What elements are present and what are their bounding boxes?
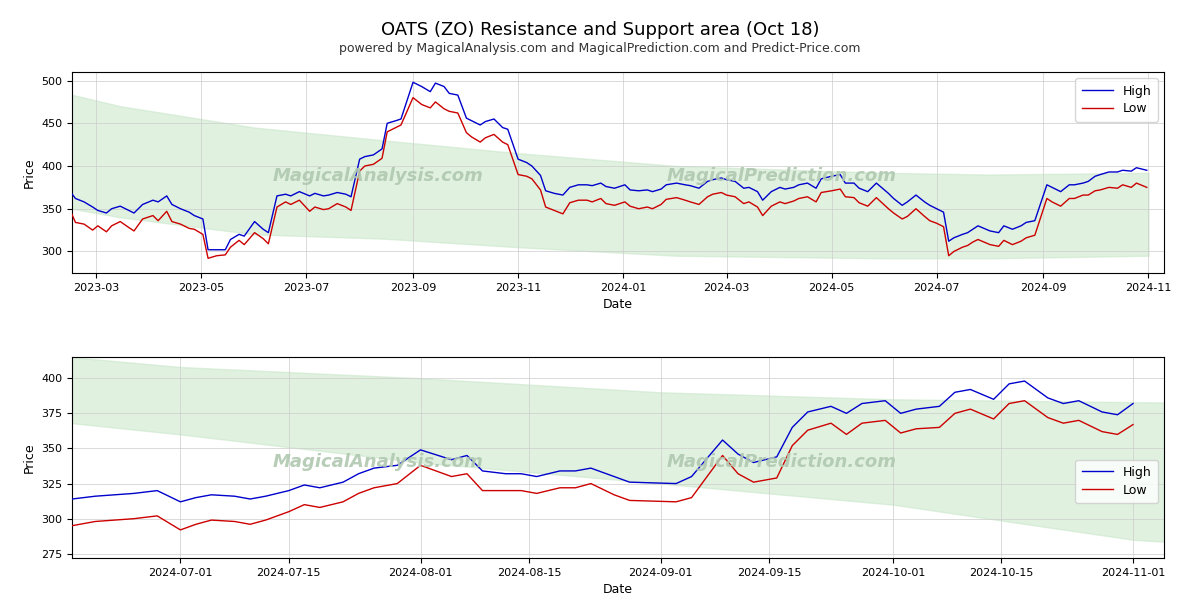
Line: Low: Low <box>48 98 1147 258</box>
Text: MagicalAnalysis.com: MagicalAnalysis.com <box>272 452 484 470</box>
Text: MagicalPrediction.com: MagicalPrediction.com <box>667 167 896 185</box>
X-axis label: Date: Date <box>604 583 634 596</box>
Legend: High, Low: High, Low <box>1075 78 1158 122</box>
Line: High: High <box>72 381 1133 502</box>
Text: MagicalAnalysis.com: MagicalAnalysis.com <box>272 167 484 185</box>
Line: High: High <box>48 82 1147 250</box>
Y-axis label: Price: Price <box>23 442 36 473</box>
X-axis label: Date: Date <box>604 298 634 311</box>
Text: powered by MagicalAnalysis.com and MagicalPrediction.com and Predict-Price.com: powered by MagicalAnalysis.com and Magic… <box>340 42 860 55</box>
Text: MagicalPrediction.com: MagicalPrediction.com <box>667 452 896 470</box>
Y-axis label: Price: Price <box>23 157 36 188</box>
Line: Low: Low <box>72 401 1133 530</box>
Legend: High, Low: High, Low <box>1075 460 1158 503</box>
Text: OATS (ZO) Resistance and Support area (Oct 18): OATS (ZO) Resistance and Support area (O… <box>380 21 820 39</box>
